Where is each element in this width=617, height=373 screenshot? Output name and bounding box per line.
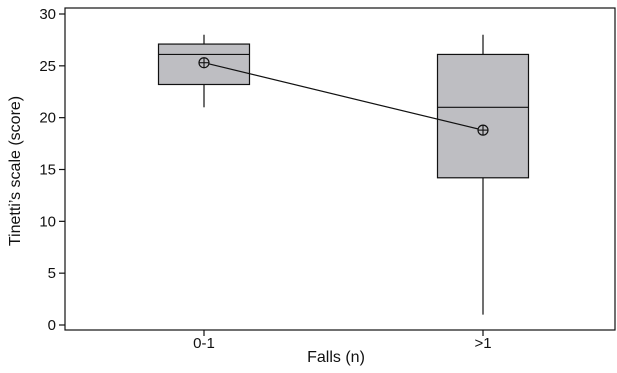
iqr-box xyxy=(436,53,530,179)
x-tick-label: >1 xyxy=(474,335,491,352)
y-tick-label: 25 xyxy=(39,58,56,75)
mean-series xyxy=(198,57,489,136)
y-tick-label: 10 xyxy=(39,213,56,230)
y-tick-label: 20 xyxy=(39,110,56,127)
x-axis-label: Falls (n) xyxy=(307,349,365,366)
plot-border xyxy=(64,7,616,331)
y-axis-label: Tinetti’s scale (score) xyxy=(7,96,24,246)
y-axis: 0 5 10 15 20 25 30 xyxy=(39,6,65,334)
box-falls-gt-1 xyxy=(436,34,530,315)
mean-marker xyxy=(477,124,489,136)
y-tick-label: 0 xyxy=(48,317,56,334)
mean-connector-line xyxy=(203,62,484,131)
x-axis: 0-1 >1 xyxy=(193,330,492,352)
plot-frame xyxy=(64,7,616,331)
y-tick-label: 5 xyxy=(48,265,56,282)
x-tick-label: 0-1 xyxy=(193,335,215,352)
box-series xyxy=(157,34,530,315)
mean-marker xyxy=(198,57,210,69)
y-tick-label: 30 xyxy=(39,6,56,23)
box-falls-0-1 xyxy=(157,34,251,108)
y-tick-label: 15 xyxy=(39,162,56,179)
